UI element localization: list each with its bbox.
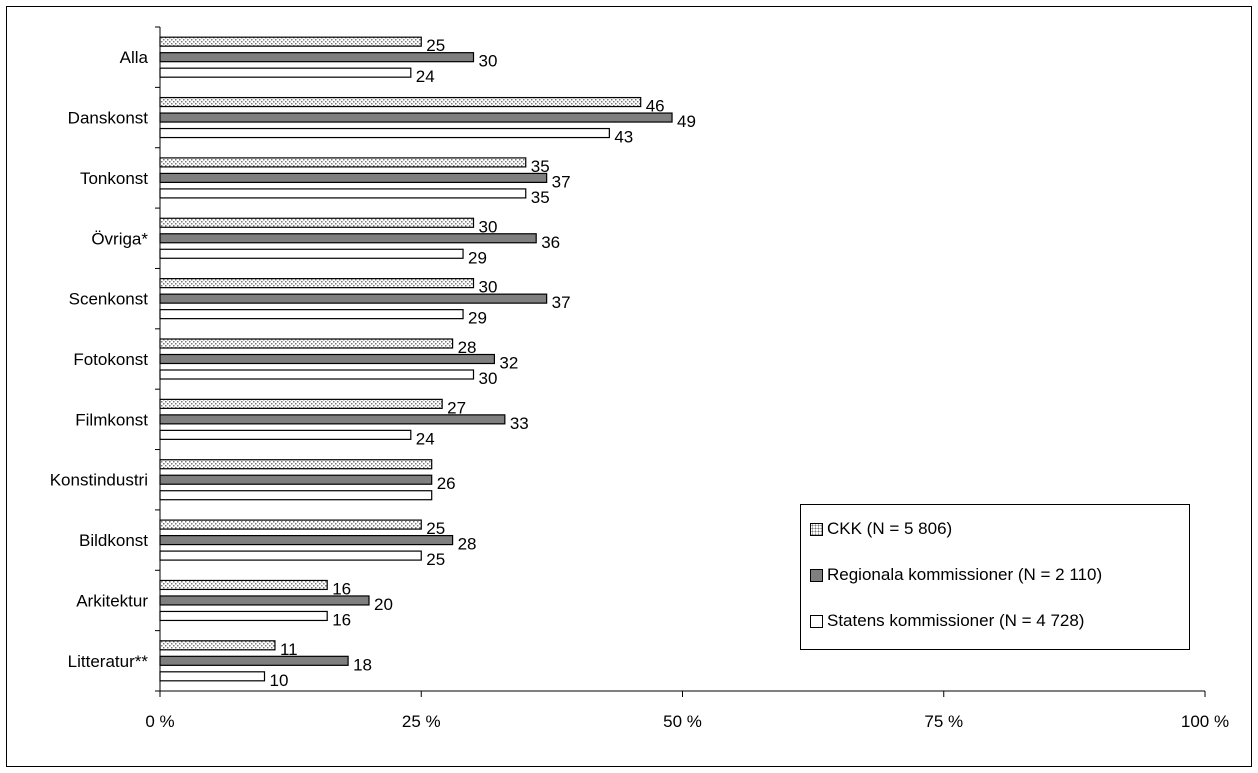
category-label: Scenkonst xyxy=(69,290,149,309)
data-label: 37 xyxy=(552,172,571,191)
data-label: 30 xyxy=(479,217,498,236)
legend-label-ckk: CKK (N = 5 806) xyxy=(827,519,953,538)
legend-item-statens: Statens kommissioner (N = 4 728) xyxy=(810,611,1084,631)
bars xyxy=(159,36,673,682)
data-label: 28 xyxy=(458,535,477,554)
data-label: 24 xyxy=(416,67,435,86)
axes: 0 % 25 % 50 % 75 % 100 % xyxy=(145,26,1229,731)
bar xyxy=(159,519,422,530)
bar xyxy=(159,490,433,501)
data-label: 36 xyxy=(541,233,560,252)
bar xyxy=(159,640,276,651)
category-label: Fotokonst xyxy=(73,350,148,369)
bar xyxy=(159,293,548,304)
bar xyxy=(159,550,422,561)
data-label: 25 xyxy=(426,519,445,538)
legend-swatch-regionala xyxy=(810,568,823,582)
legend: CKK (N = 5 806) Regionala kommissioner (… xyxy=(800,504,1190,650)
data-label: 43 xyxy=(614,128,633,147)
data-label: 29 xyxy=(468,309,487,328)
bar xyxy=(159,248,464,259)
legend-swatch-statens xyxy=(810,614,823,628)
data-label: 16 xyxy=(332,610,351,629)
category-label: Filmkonst xyxy=(75,410,148,429)
x-tick-label: 25 % xyxy=(402,712,441,731)
data-label: 25 xyxy=(426,550,445,569)
bar xyxy=(159,353,495,365)
category-label: Konstindustri xyxy=(50,471,148,490)
category-label: Danskonst xyxy=(68,109,149,128)
chart-frame: 0 % 25 % 50 % 75 % 100 % Alla 25 30 24 Danskonst… xyxy=(6,6,1252,767)
data-label: 32 xyxy=(499,354,518,373)
bar xyxy=(159,414,506,425)
x-tick-label: 50 % xyxy=(663,712,702,731)
bar xyxy=(159,671,266,682)
legend-label-statens: Statens kommissioner (N = 4 728) xyxy=(827,611,1085,630)
data-label: 10 xyxy=(270,671,289,690)
x-tick-label: 100 % xyxy=(1181,712,1229,731)
data-label: 30 xyxy=(479,278,498,297)
bar xyxy=(159,112,673,123)
bar xyxy=(159,398,443,409)
bar xyxy=(159,96,642,108)
data-label: 35 xyxy=(531,188,550,207)
bar xyxy=(159,579,328,591)
labels: Alla253024Danskonst464943Tonkonst353735Ö… xyxy=(50,36,696,690)
bar xyxy=(159,188,527,199)
legend-item-regionala: Regionala kommissioner (N = 2 110) xyxy=(810,565,1102,585)
data-label: 30 xyxy=(479,369,498,388)
bar-chart: 0 % 25 % 50 % 75 % 100 % Alla 25 30 24 Danskonst… xyxy=(50,26,1229,731)
bar xyxy=(159,655,349,666)
legend-label-regionala: Regionala kommissioner (N = 2 110) xyxy=(827,565,1103,584)
bar xyxy=(159,172,548,184)
data-label: 30 xyxy=(479,52,498,71)
bar xyxy=(159,127,610,139)
data-label: 24 xyxy=(416,429,435,448)
bar xyxy=(159,595,370,606)
category-label: Litteratur** xyxy=(68,652,149,671)
bar xyxy=(159,474,433,485)
x-tick-label: 0 % xyxy=(145,712,174,731)
bar xyxy=(159,52,475,63)
bar xyxy=(159,534,454,546)
data-label: 35 xyxy=(531,157,550,176)
bar xyxy=(159,338,454,349)
data-label: 16 xyxy=(332,579,351,598)
x-tick-label: 75 % xyxy=(924,712,963,731)
bar xyxy=(159,233,537,244)
data-label: 33 xyxy=(510,414,529,433)
data-label: 27 xyxy=(447,398,466,417)
category-label: Tonkonst xyxy=(80,169,148,188)
data-label: 26 xyxy=(437,474,456,493)
data-label: 20 xyxy=(374,595,393,614)
data-label: 49 xyxy=(677,112,696,131)
bar xyxy=(159,217,475,228)
category-label: Alla xyxy=(120,48,149,67)
bar xyxy=(159,67,412,78)
data-label: 11 xyxy=(280,640,298,659)
category-label: Bildkonst xyxy=(79,531,148,550)
data-label: 25 xyxy=(426,36,445,55)
bar xyxy=(159,429,412,440)
category-label: Arkitektur xyxy=(76,591,148,610)
bar xyxy=(159,610,328,622)
category-label: Övriga* xyxy=(91,229,148,248)
data-label: 46 xyxy=(646,97,665,116)
bar xyxy=(159,369,475,380)
data-label: 18 xyxy=(353,655,372,674)
bar xyxy=(159,157,527,168)
legend-swatch-ckk xyxy=(810,522,823,536)
legend-item-ckk: CKK (N = 5 806) xyxy=(810,519,952,539)
bar xyxy=(159,278,475,289)
bar xyxy=(159,459,433,470)
bar xyxy=(159,309,464,320)
data-label: 37 xyxy=(552,293,571,312)
data-label: 28 xyxy=(458,338,477,357)
data-label: 29 xyxy=(468,248,487,267)
bar xyxy=(159,36,422,47)
